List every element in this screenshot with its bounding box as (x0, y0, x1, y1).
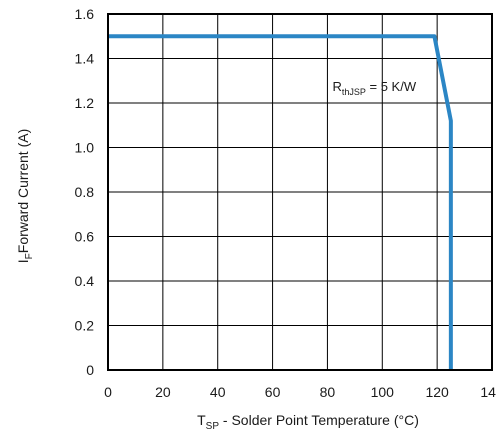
x-tick-label: 40 (210, 384, 226, 400)
y-tick-label: 0.2 (75, 318, 95, 334)
y-tick-label: 1.4 (75, 51, 95, 67)
y-axis-title: IFForward Current (A) (15, 129, 35, 263)
y-tick-label: 0.8 (75, 184, 95, 200)
y-tick-label: 1.6 (75, 6, 95, 22)
thermal-resistance-annotation: RthJSP = 5 K/W (332, 79, 416, 97)
x-axis-title-rest: - Solder Point Temperature (°C) (219, 412, 419, 428)
y-tick-label: 1.2 (75, 95, 95, 111)
x-tick-label: 140 (480, 384, 496, 400)
x-tick-label: 60 (265, 384, 281, 400)
x-axis-title-subscript: SP (206, 421, 220, 432)
annotation-subscript: thJSP (342, 87, 366, 97)
x-tick-label: 80 (320, 384, 336, 400)
y-tick-labels: 0 0.2 0.4 0.6 0.8 1.0 1.2 1.4 1.6 (75, 6, 95, 378)
x-tick-label: 20 (155, 384, 171, 400)
x-axis-title-main: T (197, 412, 206, 428)
y-tick-label: 0.6 (75, 229, 95, 245)
y-axis-title-subscript: F (24, 253, 35, 259)
grid (108, 14, 492, 370)
y-axis-title-main: I (15, 259, 31, 263)
series-line (108, 34, 453, 370)
annotation-main: R (332, 79, 341, 94)
x-axis-title: TSP - Solder Point Temperature (°C) (197, 412, 419, 432)
y-tick-label: 0 (86, 362, 94, 378)
x-tick-label: 120 (425, 384, 449, 400)
plot-frame (107, 13, 493, 371)
y-tick-label: 1.0 (75, 140, 95, 156)
y-axis-title-rest: Forward Current (A) (15, 129, 31, 253)
series-layer (108, 34, 453, 370)
x-tick-label: 0 (104, 384, 112, 400)
x-tick-label: 100 (371, 384, 395, 400)
y-tick-label: 0.4 (75, 273, 95, 289)
annotation-rest: = 5 K/W (366, 79, 417, 94)
x-tick-labels: 0 20 40 60 80 100 120 140 (104, 384, 496, 400)
